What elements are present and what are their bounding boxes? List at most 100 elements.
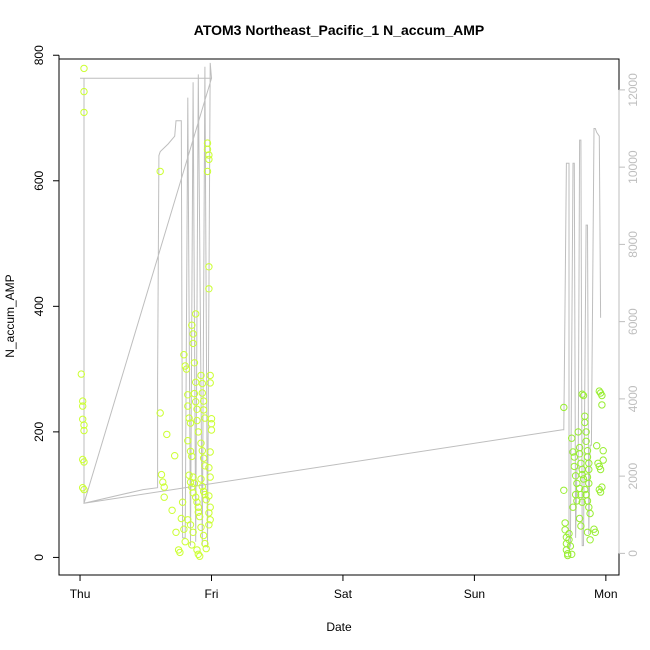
data-point	[561, 526, 569, 534]
data-point	[79, 397, 87, 405]
data-point	[176, 548, 184, 557]
data-point	[186, 521, 195, 529]
data-point	[578, 390, 586, 398]
data-point	[205, 263, 213, 271]
data-point	[189, 528, 197, 536]
x-tick-label: Sat	[334, 587, 353, 601]
data-point	[168, 506, 176, 514]
data-point	[565, 529, 573, 538]
data-point	[156, 167, 164, 176]
data-point	[569, 503, 577, 511]
data-point	[193, 546, 201, 554]
data-point	[206, 473, 214, 481]
data-point	[80, 64, 88, 73]
y2-tick-label: 4000	[626, 385, 640, 412]
data-point	[586, 509, 594, 518]
data-point	[189, 339, 197, 348]
data-point	[197, 523, 205, 531]
data-point	[157, 470, 166, 479]
data-point	[575, 450, 584, 458]
data-point	[199, 531, 208, 540]
data-point	[586, 536, 594, 544]
data-point	[577, 522, 585, 530]
data-point	[194, 503, 203, 511]
data-point	[156, 409, 164, 417]
y-axis-label: N_accum_AMP	[3, 274, 17, 357]
data-point	[196, 512, 204, 521]
data-point	[599, 456, 607, 464]
data-point	[570, 453, 578, 461]
data-point	[192, 378, 200, 386]
y-tick-label: 400	[32, 296, 46, 316]
data-point	[198, 482, 207, 491]
data-point	[570, 462, 578, 471]
data-point	[171, 452, 179, 460]
data-point	[194, 550, 203, 558]
data-point	[205, 155, 213, 164]
data-point	[193, 498, 201, 506]
data-point	[172, 528, 180, 536]
data-point	[596, 488, 605, 496]
data-point	[581, 418, 589, 427]
data-point	[80, 421, 88, 429]
x-tick-label: Thu	[70, 587, 91, 601]
data-point	[203, 145, 212, 154]
data-point	[184, 402, 192, 410]
data-point	[193, 416, 201, 425]
data-point	[196, 552, 204, 560]
data-point	[598, 401, 606, 409]
y-tick-label: 600	[32, 170, 46, 190]
data-point	[192, 493, 200, 501]
data-point	[80, 485, 88, 494]
data-point	[577, 490, 585, 499]
data-point	[160, 493, 168, 501]
points-layer	[77, 64, 607, 560]
data-point	[197, 371, 205, 380]
line-series	[80, 62, 602, 550]
data-point	[581, 485, 589, 494]
data-point	[596, 465, 605, 474]
data-point	[574, 428, 582, 436]
data-point	[562, 546, 571, 554]
data-point	[206, 516, 214, 524]
data-point	[207, 415, 216, 423]
data-point	[561, 519, 569, 527]
y-tick-label: 200	[32, 422, 46, 442]
data-point	[190, 389, 199, 398]
data-point	[185, 471, 193, 479]
data-point	[177, 514, 186, 523]
data-point	[186, 447, 195, 455]
data-point	[197, 439, 205, 447]
data-point	[583, 528, 592, 536]
data-point	[77, 370, 86, 378]
data-point	[573, 497, 581, 505]
data-point	[80, 108, 88, 117]
data-point	[566, 542, 575, 550]
data-point	[190, 359, 199, 367]
data-point	[585, 479, 593, 488]
chart-title: ATOM3 Northeast_Pacific_1 N_accum_AMP	[194, 22, 484, 38]
data-point	[188, 452, 196, 461]
axis-layer: Thu Fri Sat Sun Mon0200400600800020004000600…	[32, 45, 640, 601]
data-point	[205, 151, 213, 159]
data-point	[585, 465, 593, 474]
data-point	[569, 448, 577, 456]
data-point	[192, 310, 200, 318]
line-layer	[80, 62, 602, 550]
data-point	[575, 514, 584, 523]
y-tick-label: 800	[32, 45, 46, 65]
data-point	[560, 486, 568, 494]
data-point	[79, 402, 87, 410]
data-point	[205, 492, 213, 500]
data-point	[201, 490, 209, 499]
data-point	[180, 525, 188, 533]
data-point	[568, 434, 576, 442]
data-point	[198, 389, 207, 397]
data-point	[182, 365, 191, 373]
data-point	[181, 538, 189, 546]
y2-tick-label: 6000	[626, 308, 640, 335]
data-point	[80, 458, 88, 466]
data-point	[598, 483, 606, 491]
plot-frame	[58, 58, 620, 576]
